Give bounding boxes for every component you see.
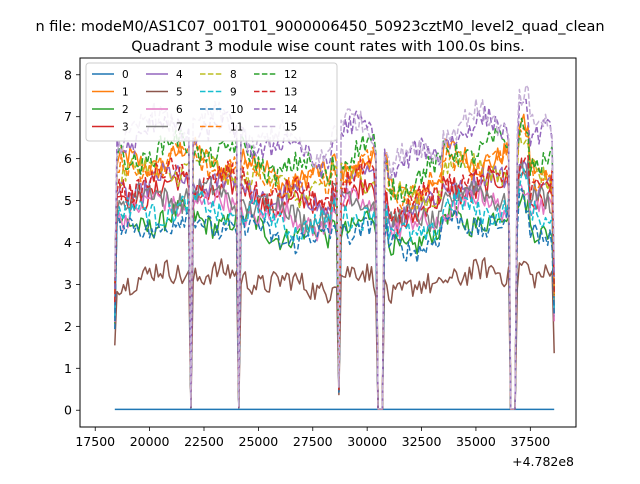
y-axis: 0 1 2 3 4 5 6 7 8: [64, 67, 80, 418]
legend-label-9: 9: [230, 87, 237, 99]
legend-label-3: 3: [122, 122, 129, 134]
y-tick-label: 5: [64, 193, 72, 208]
y-tick-label: 0: [64, 403, 72, 418]
legend-box: [85, 62, 338, 142]
legend-label-11: 11: [230, 122, 243, 134]
legend-label-1: 1: [122, 87, 129, 99]
legend-label-6: 6: [176, 104, 183, 116]
legend-label-7: 7: [176, 122, 183, 134]
series-line-12: [114, 117, 555, 410]
series-line-7: [114, 158, 555, 410]
chart-title: Quadrant 3 module wise count rates with …: [131, 39, 525, 55]
legend-label-15: 15: [284, 122, 297, 134]
series-line-5: [114, 257, 555, 411]
series-line-6: [114, 181, 555, 410]
y-tick-label: 3: [64, 277, 72, 292]
legend-label-13: 13: [284, 87, 297, 99]
x-axis: 17500 20000 22500 25000 27500 30000 32500 35000…: [75, 427, 550, 449]
legend-label-0: 0: [122, 69, 129, 81]
y-tick-label: 1: [64, 361, 72, 376]
y-tick-label: 6: [64, 151, 72, 166]
legend-label-8: 8: [230, 69, 237, 81]
x-tick-label: 37500: [510, 434, 550, 449]
series-line-1: [114, 113, 555, 410]
x-tick-label: 25000: [239, 434, 279, 449]
x-tick-label: 35000: [456, 434, 496, 449]
legend-label-4: 4: [176, 69, 183, 81]
x-tick-label: 27500: [293, 434, 333, 449]
legend-label-14: 14: [284, 104, 298, 116]
y-tick-label: 4: [64, 235, 72, 250]
x-tick-label: 30000: [347, 434, 387, 449]
x-tick-label: 20000: [130, 434, 170, 449]
y-tick-label: 8: [64, 67, 72, 82]
y-tick-label: 7: [64, 109, 72, 124]
series-line-13: [114, 155, 555, 410]
x-tick-label: 22500: [184, 434, 224, 449]
x-tick-label: 32500: [402, 434, 442, 449]
legend-label-10: 10: [230, 104, 243, 116]
legend-label-5: 5: [176, 87, 183, 99]
chart-suptitle: n file: modeM0/AS1C07_001T01_9000006450_…: [35, 19, 604, 35]
x-tick-label: 17500: [75, 434, 115, 449]
y-tick-label: 2: [64, 319, 72, 334]
legend-label-12: 12: [284, 69, 297, 81]
x-offset-label: +4.782e8: [512, 454, 574, 469]
series-line-10: [114, 187, 555, 410]
legend-label-2: 2: [122, 104, 129, 116]
